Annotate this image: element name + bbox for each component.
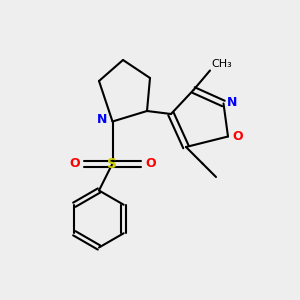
Text: S: S — [107, 157, 118, 170]
Text: O: O — [69, 157, 80, 170]
Text: O: O — [146, 157, 156, 170]
Text: N: N — [97, 112, 107, 126]
Text: CH₃: CH₃ — [212, 59, 232, 69]
Text: N: N — [227, 95, 238, 109]
Text: O: O — [232, 130, 243, 143]
